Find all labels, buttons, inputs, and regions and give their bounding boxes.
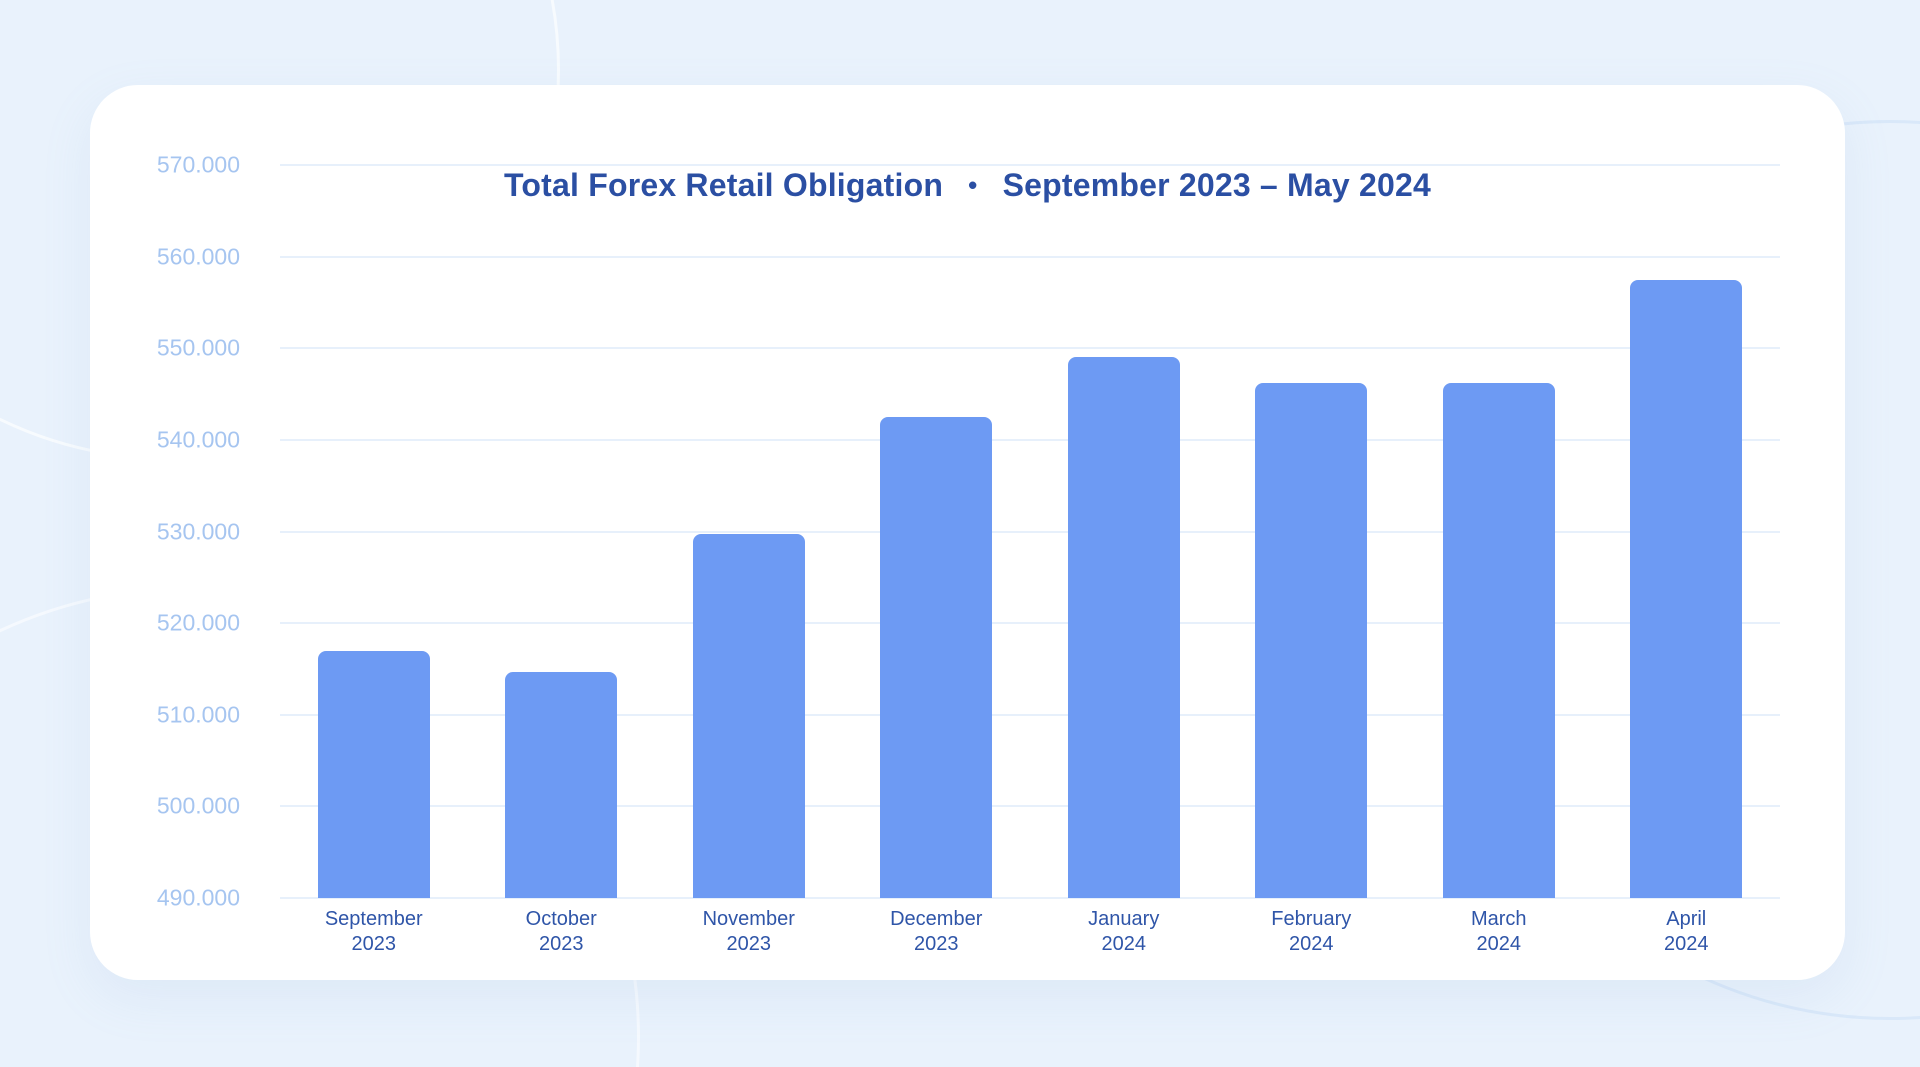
bar-november-2023	[692, 534, 805, 898]
chart-title-main: Total Forex Retail Obligation	[504, 167, 944, 203]
bar-slot	[1593, 165, 1781, 898]
chart-title-separator: •	[968, 170, 978, 200]
x-category-month: February	[1271, 908, 1352, 930]
gridline	[280, 897, 1780, 899]
bar-february-2024	[1255, 383, 1368, 898]
chart-title-range: September 2023 – May 2024	[1002, 167, 1431, 203]
y-axis: 570.000 560.000 550.000 540.000 530.000 520.0…	[90, 152, 250, 911]
x-category-month: March	[1470, 908, 1527, 930]
x-category-year: 2023	[539, 933, 584, 955]
y-tick-label: 510.000	[156, 701, 240, 728]
x-category-label: October 2023	[468, 907, 656, 957]
chart-title: Total Forex Retail Obligation • Septembe…	[90, 167, 1845, 204]
x-category-year: 2024	[1101, 933, 1147, 955]
x-category-year: 2024	[1476, 933, 1522, 955]
y-tick-label: 490.000	[156, 884, 240, 911]
x-category-year: 2023	[914, 933, 959, 955]
x-category-month: November	[702, 908, 795, 930]
bar-slot	[843, 165, 1031, 898]
gridline	[280, 530, 1780, 533]
y-tick-label: 520.000	[156, 609, 240, 636]
gridline	[280, 347, 1780, 350]
gridline	[280, 164, 1780, 166]
y-tick-label: 540.000	[156, 426, 240, 453]
bar-october-2023	[505, 671, 618, 898]
bar-april-2024	[1630, 279, 1743, 898]
bar-slot	[1405, 165, 1593, 898]
bar-january-2024	[1067, 357, 1180, 898]
bar-slot	[1218, 165, 1406, 898]
x-category-year: 2024	[1664, 933, 1709, 955]
x-axis: September 2023 October 2023 November 2023 Dece…	[280, 907, 1780, 957]
x-category-month: April	[1666, 908, 1707, 930]
x-category-label: March 2024	[1405, 907, 1593, 957]
x-category-label: January 2024	[1030, 907, 1218, 957]
x-category-month: September	[324, 908, 423, 930]
x-category-year: 2024	[1289, 933, 1334, 955]
y-tick-label: 560.000	[156, 243, 240, 270]
x-category-month: December	[890, 908, 983, 930]
bar-slot	[468, 165, 656, 898]
bar-slot	[280, 165, 468, 898]
bar-december-2023	[880, 416, 993, 898]
y-tick-label: 570.000	[156, 151, 240, 178]
bars	[280, 165, 1780, 898]
bar-slot	[655, 165, 843, 898]
x-category-label: November 2023	[655, 907, 843, 957]
gridline	[280, 438, 1780, 441]
y-tick-label: 550.000	[156, 334, 240, 361]
y-tick-label: 530.000	[156, 518, 240, 544]
gridline	[280, 622, 1780, 625]
x-category-label: September 2023	[280, 907, 468, 957]
gridline	[280, 713, 1780, 716]
chart-card: Total Forex Retail Obligation • Septembe…	[90, 85, 1845, 980]
x-category-label: April 2024	[1593, 907, 1781, 957]
gridline	[280, 255, 1780, 258]
plot-area	[280, 164, 1780, 899]
gridline	[280, 805, 1780, 808]
gridlines	[280, 164, 1780, 899]
x-category-label: December 2023	[843, 907, 1031, 957]
x-category-year: 2023	[726, 933, 772, 955]
x-category-label: February 2024	[1218, 907, 1406, 957]
x-category-month: January	[1088, 908, 1160, 930]
x-category-year: 2023	[351, 933, 397, 955]
bar-september-2023	[317, 650, 430, 898]
y-tick-label: 500.000	[156, 792, 240, 819]
bar-march-2024	[1442, 383, 1555, 898]
x-category-month: October	[525, 908, 597, 930]
bar-slot	[1030, 165, 1218, 898]
